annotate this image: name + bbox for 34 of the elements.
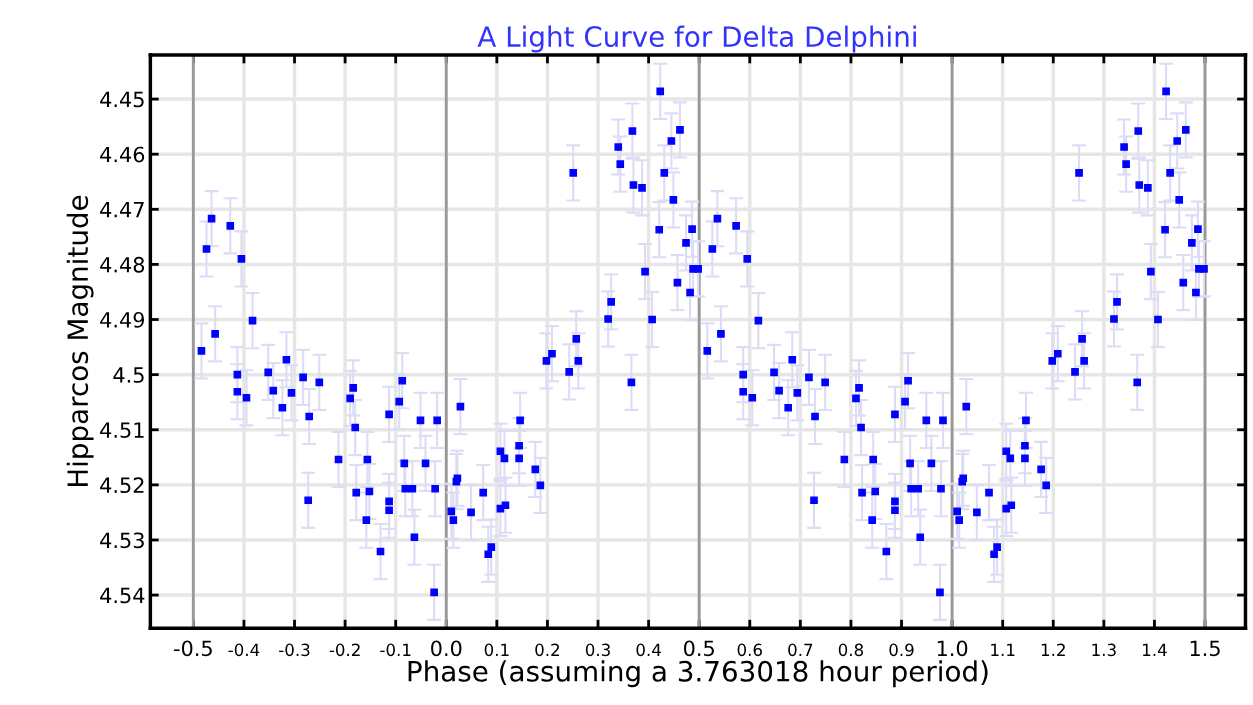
x-tick-label: -0.4: [228, 643, 260, 657]
y-tick-label: 4.45: [100, 91, 144, 108]
x-tick-label: -0.2: [329, 643, 360, 657]
x-tick-label: 0.7: [788, 643, 813, 657]
x-tick-label: 1.4: [1143, 643, 1167, 656]
x-axis-title: Phase (assuming a 3.763018 hour period): [408, 660, 988, 688]
x-tick-label: -0.3: [279, 643, 310, 657]
y-tick-label: 4.47: [100, 202, 144, 218]
x-tick-label: 0.3: [585, 643, 610, 657]
x-tick-label: 1.5: [1190, 640, 1220, 657]
y-tick-label: 4.54: [100, 587, 145, 604]
x-tick-label: 0.0: [431, 640, 462, 657]
x-tick-label: 0.4: [636, 643, 661, 657]
x-tick-label: 1.0: [937, 640, 968, 657]
y-tick-label: 4.46: [100, 146, 145, 163]
x-tick-label: 0.9: [889, 643, 914, 657]
y-tick-label: 4.48: [100, 256, 145, 273]
y-axis-title: Hipparcos Magnitude: [66, 195, 94, 487]
x-tick-label: 0.1: [484, 643, 509, 657]
y-tick-label: 4.5: [113, 367, 144, 383]
x-tick-label: 0.2: [535, 643, 560, 657]
x-tick-label: 1.2: [1041, 643, 1065, 656]
x-tick-label: 0.5: [683, 640, 714, 657]
x-tick-label: -0.5: [174, 640, 212, 657]
x-tick-label: 0.6: [737, 643, 762, 657]
chart-title: A Light Curve for Delta Delphini: [477, 25, 916, 53]
y-tick-label: 4.51: [100, 422, 144, 438]
x-tick-label: 1.1: [991, 643, 1015, 656]
x-tick-label: 0.8: [838, 643, 864, 657]
y-tick-label: 4.49: [100, 311, 145, 328]
y-tick-label: 4.52: [100, 477, 144, 494]
x-tick-label: -0.1: [380, 643, 411, 657]
x-tick-label: 1.3: [1092, 643, 1116, 657]
y-tick-label: 4.53: [100, 532, 144, 549]
